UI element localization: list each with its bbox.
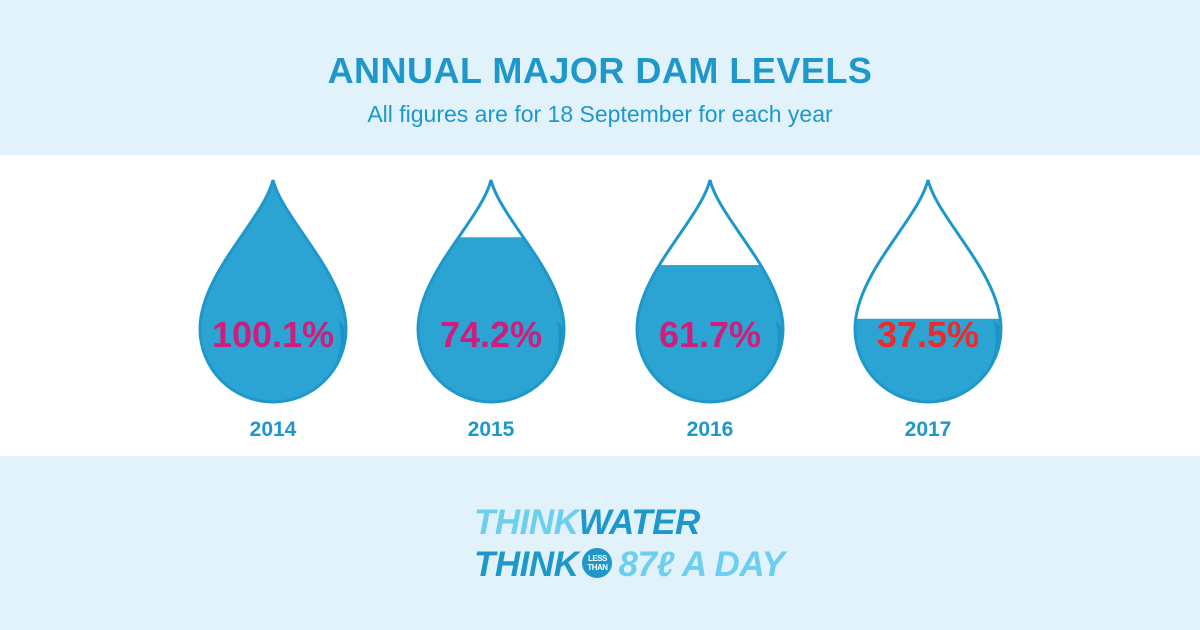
footer — [0, 456, 1200, 630]
less-than-badge: LESS THAN — [582, 547, 613, 578]
value-label-2015: 74.2% — [440, 314, 542, 355]
drop-2015: 74.2% 2015 — [416, 179, 566, 441]
logo-87-a-day: 87ℓ A DAY — [618, 545, 785, 584]
badge-than: THAN — [587, 562, 608, 572]
value-label-2016: 61.7% — [659, 314, 761, 355]
year-label-2015: 2015 — [468, 418, 515, 441]
drop-2016: 61.7% 2016 — [635, 179, 785, 441]
water-fill-2014 — [200, 180, 346, 402]
drop-outline-2016 — [635, 179, 785, 404]
drop-outline-2014 — [198, 179, 348, 404]
header: ANNUAL MAJOR DAM LEVELS All figures are … — [0, 0, 1200, 155]
year-label-2016: 2016 — [687, 418, 734, 441]
logo-think-2: THINK — [474, 545, 579, 584]
value-label-2017: 37.5% — [877, 314, 979, 355]
drop-2014: 100.1% 2014 — [198, 179, 348, 441]
year-label-2014: 2014 — [250, 418, 297, 441]
page-subtitle: All figures are for 18 September for eac… — [367, 101, 833, 127]
drop-outline-2015 — [416, 179, 566, 404]
logo-line-1: THINKWATER — [474, 505, 700, 540]
badge-less: LESS — [587, 553, 607, 563]
logo-water: WATER — [578, 503, 700, 542]
drop-2017: 37.5% 2017 — [853, 179, 1003, 441]
water-fill-2016 — [637, 265, 783, 402]
chart-band — [0, 155, 1200, 456]
think-water-logo: THINKWATER THINK LESS THAN 87ℓ A DAY — [474, 505, 785, 585]
page-title: ANNUAL MAJOR DAM LEVELS — [327, 50, 873, 91]
year-label-2017: 2017 — [905, 418, 952, 441]
value-label-2014: 100.1% — [212, 314, 334, 355]
drop-outline-2017 — [853, 179, 1003, 404]
logo-think: THINK — [474, 503, 579, 542]
logo-line-2: THINK LESS THAN 87ℓ A DAY — [474, 545, 785, 584]
